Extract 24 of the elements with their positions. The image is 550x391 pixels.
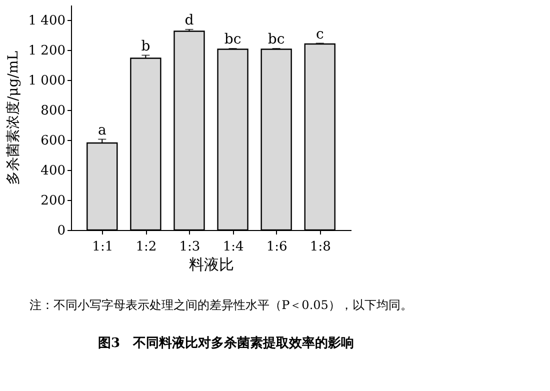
annotation: b	[141, 38, 150, 54]
annotation: d	[184, 12, 194, 28]
y-tick-label: 800	[40, 104, 66, 118]
y-tick-label: 1 000	[28, 74, 66, 88]
y-tick-label: 0	[57, 224, 66, 238]
x-tick-label: 1:8	[310, 240, 331, 254]
annotation: c	[316, 26, 324, 42]
text: 注：不同小写字母表示处理之间的差异性水平（P＜0.05），以下均同。	[30, 298, 412, 312]
x-tick-label: 1:2	[136, 240, 157, 254]
y-tick-label: 200	[40, 194, 66, 208]
x-axis-title: 料液比	[189, 256, 234, 274]
y-tick-label: 400	[40, 164, 66, 178]
x-tick-label: 1:1	[92, 240, 114, 254]
annotation: a	[98, 122, 106, 138]
y-tick-label: 600	[40, 134, 66, 148]
y-tick-label: 1 400	[28, 14, 66, 28]
y-tick-label: 1 200	[28, 44, 66, 58]
y-axis-title: 多杀菌素浓度/μg/mL	[5, 50, 22, 186]
caption: 图3 不同料液比对多杀菌素提取效率的影响	[98, 335, 354, 351]
x-tick-label: 1:4	[222, 240, 244, 254]
annotation: bc	[224, 32, 242, 48]
annotation: bc	[268, 32, 285, 48]
x-tick-label: 1:3	[179, 240, 200, 254]
x-tick-label: 1:6	[266, 240, 288, 254]
